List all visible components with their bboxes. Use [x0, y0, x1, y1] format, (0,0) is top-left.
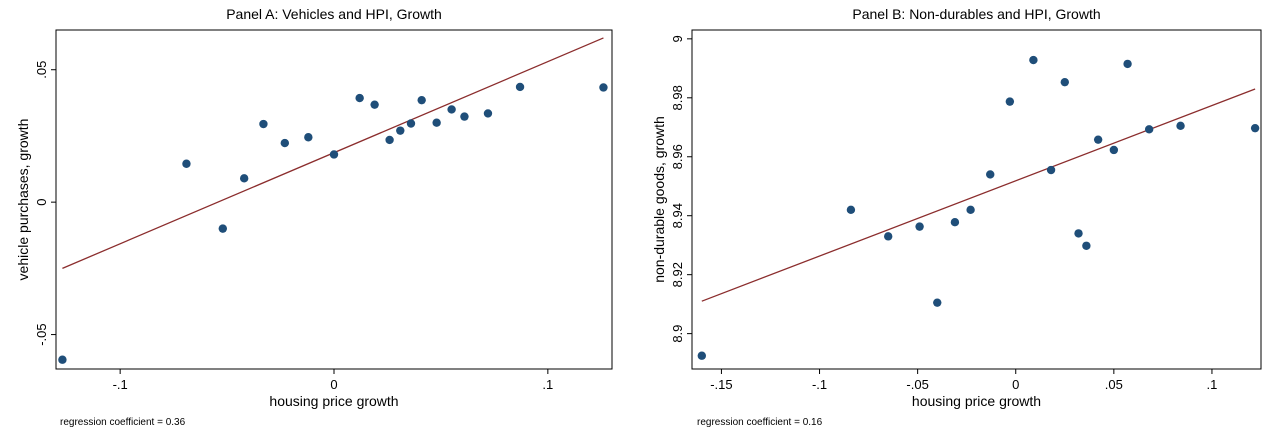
scatter-point — [1074, 229, 1083, 238]
x-axis-label: housing price growth — [269, 393, 398, 409]
x-tick-label: 0 — [1012, 377, 1019, 392]
y-tick-label: 8.9 — [670, 325, 685, 343]
y-tick-label: 0 — [34, 199, 49, 206]
scatter-point — [1250, 123, 1260, 133]
scatter-point — [483, 109, 493, 118]
x-tick-label: .1 — [1207, 377, 1218, 392]
scatter-point — [1029, 55, 1038, 65]
panel-b: Panel B: Non-durables and HPI, Growth -.1… — [637, 0, 1274, 431]
y-axis-label: non-durable goods, growth — [651, 116, 667, 283]
scatter-point — [385, 135, 394, 145]
x-tick-label: -.1 — [113, 377, 128, 392]
scatter-point — [329, 150, 339, 159]
x-tick-label: -.05 — [906, 377, 928, 392]
scatter-point — [966, 205, 975, 215]
chart-title: Panel A: Vehicles and HPI, Growth — [226, 6, 442, 22]
scatter-point — [1144, 125, 1154, 134]
y-tick-label: .05 — [34, 61, 49, 79]
scatter-point — [1123, 59, 1132, 69]
scatter-point — [218, 224, 227, 233]
x-tick-label: .1 — [542, 377, 553, 392]
scatter-point — [933, 298, 942, 307]
y-tick-label: 9 — [670, 35, 685, 42]
y-tick-label: 8.94 — [670, 203, 685, 228]
scatter-point — [1082, 241, 1091, 250]
scatter-point — [460, 112, 469, 121]
scatter-point — [239, 174, 249, 183]
x-tick-label: 0 — [330, 377, 337, 392]
scatter-point — [915, 222, 924, 231]
y-axis-label: vehicle purchases, growth — [15, 119, 31, 281]
chart-panel-b: Panel B: Non-durables and HPI, Growth -.1… — [651, 6, 1262, 409]
scatter-point — [417, 95, 426, 105]
plot-frame — [55, 29, 613, 370]
regression-note: regression coefficient = 0.36 — [60, 417, 186, 428]
regression-line — [701, 88, 1256, 302]
scatter-point — [697, 351, 707, 360]
scatter-point — [515, 82, 525, 92]
scatter-point — [846, 205, 856, 215]
scatter-point — [304, 133, 313, 142]
scatter-point — [986, 170, 995, 179]
scatter-point — [447, 105, 456, 114]
scatter-point — [1060, 77, 1069, 87]
scatter-point — [396, 126, 405, 135]
x-tick-label: .05 — [1105, 377, 1123, 392]
chart-panel-a: Panel A: Vehicles and HPI, Growth -.1 0 .1 -… — [15, 6, 613, 409]
y-tick-label: -.05 — [34, 323, 49, 345]
y-tick-label: 8.96 — [670, 144, 685, 169]
scatter-point — [1176, 121, 1185, 131]
scatter-point — [1109, 145, 1119, 155]
scatter-point — [355, 93, 364, 103]
panel-a: Panel A: Vehicles and HPI, Growth -.1 0 .1 -… — [15, 6, 613, 428]
plot-frame — [691, 29, 1262, 370]
scatter-point — [1005, 97, 1015, 106]
scatter-point — [259, 119, 268, 129]
scatter-point — [58, 355, 67, 364]
chart-title: Panel B: Non-durables and HPI, Growth — [852, 6, 1100, 22]
regression-note: regression coefficient = 0.16 — [697, 417, 823, 428]
scatter-point — [182, 159, 191, 168]
scatter-point — [1046, 165, 1056, 175]
scatter-point — [1093, 135, 1103, 144]
scatter-point — [406, 119, 416, 128]
scatter-point — [950, 217, 960, 227]
scatter-point — [884, 232, 893, 241]
x-tick-label: -.1 — [812, 377, 827, 392]
scatter-point — [280, 138, 290, 148]
x-tick-label: -.15 — [710, 377, 732, 392]
x-axis-label: housing price growth — [912, 393, 1041, 409]
y-tick-label: 8.92 — [670, 262, 685, 287]
scatter-point — [370, 100, 379, 109]
scatter-point — [599, 83, 608, 92]
y-tick-label: 8.98 — [670, 85, 685, 110]
scatter-point — [432, 118, 441, 127]
